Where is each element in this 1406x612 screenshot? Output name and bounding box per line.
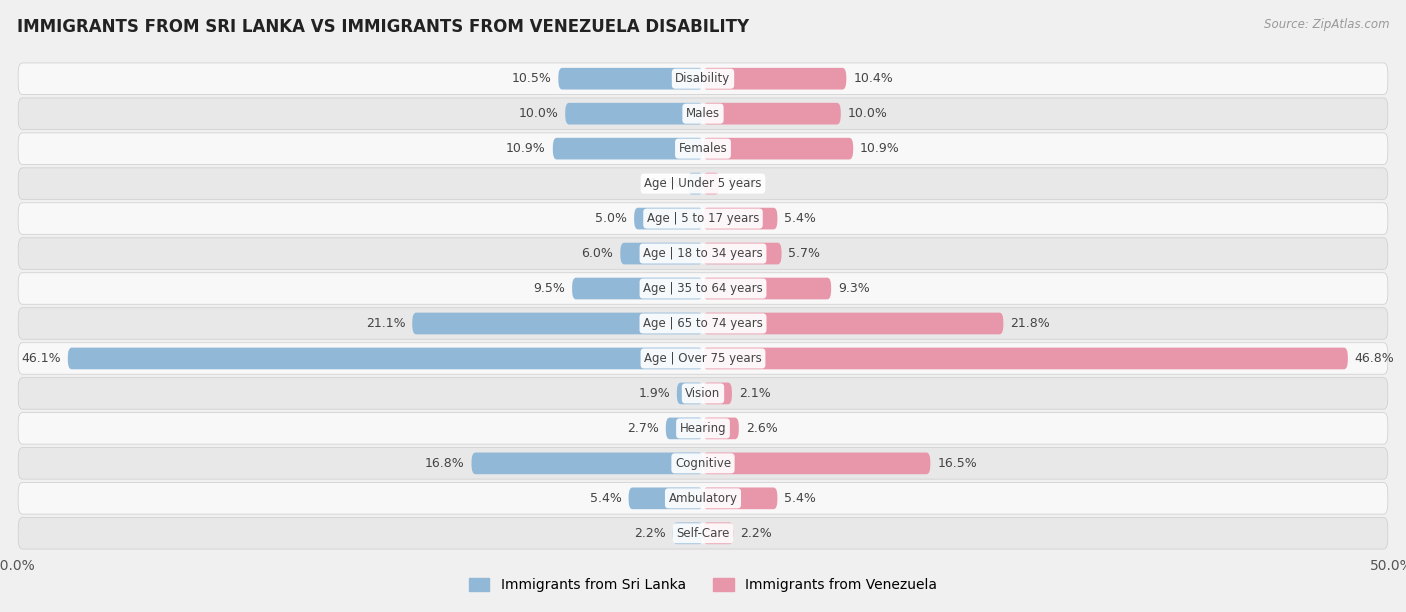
- Text: 10.5%: 10.5%: [512, 72, 551, 85]
- FancyBboxPatch shape: [703, 382, 733, 405]
- Text: 2.6%: 2.6%: [745, 422, 778, 435]
- Text: 10.9%: 10.9%: [506, 142, 546, 155]
- FancyBboxPatch shape: [703, 173, 720, 195]
- Legend: Immigrants from Sri Lanka, Immigrants from Venezuela: Immigrants from Sri Lanka, Immigrants fr…: [463, 573, 943, 598]
- FancyBboxPatch shape: [553, 138, 703, 160]
- FancyBboxPatch shape: [703, 68, 846, 89]
- FancyBboxPatch shape: [620, 243, 703, 264]
- FancyBboxPatch shape: [672, 523, 703, 544]
- Text: IMMIGRANTS FROM SRI LANKA VS IMMIGRANTS FROM VENEZUELA DISABILITY: IMMIGRANTS FROM SRI LANKA VS IMMIGRANTS …: [17, 18, 749, 36]
- Text: 5.4%: 5.4%: [591, 492, 621, 505]
- Text: 16.8%: 16.8%: [425, 457, 464, 470]
- Text: Disability: Disability: [675, 72, 731, 85]
- FancyBboxPatch shape: [703, 278, 831, 299]
- Text: Age | Over 75 years: Age | Over 75 years: [644, 352, 762, 365]
- FancyBboxPatch shape: [703, 103, 841, 124]
- Text: 1.1%: 1.1%: [650, 177, 681, 190]
- FancyBboxPatch shape: [18, 378, 1388, 409]
- FancyBboxPatch shape: [703, 523, 734, 544]
- Text: 1.2%: 1.2%: [727, 177, 758, 190]
- FancyBboxPatch shape: [703, 313, 1004, 334]
- FancyBboxPatch shape: [703, 207, 778, 230]
- Text: Self-Care: Self-Care: [676, 527, 730, 540]
- FancyBboxPatch shape: [676, 382, 703, 405]
- FancyBboxPatch shape: [565, 103, 703, 124]
- Text: 5.0%: 5.0%: [595, 212, 627, 225]
- Text: 5.7%: 5.7%: [789, 247, 821, 260]
- Text: Vision: Vision: [685, 387, 721, 400]
- FancyBboxPatch shape: [18, 133, 1388, 165]
- FancyBboxPatch shape: [18, 273, 1388, 304]
- FancyBboxPatch shape: [703, 243, 782, 264]
- Text: Age | 35 to 64 years: Age | 35 to 64 years: [643, 282, 763, 295]
- FancyBboxPatch shape: [18, 412, 1388, 444]
- Text: 2.7%: 2.7%: [627, 422, 659, 435]
- Text: Age | Under 5 years: Age | Under 5 years: [644, 177, 762, 190]
- FancyBboxPatch shape: [703, 488, 778, 509]
- Text: 5.4%: 5.4%: [785, 212, 815, 225]
- Text: Females: Females: [679, 142, 727, 155]
- FancyBboxPatch shape: [572, 278, 703, 299]
- Text: 10.0%: 10.0%: [519, 107, 558, 120]
- Text: Ambulatory: Ambulatory: [668, 492, 738, 505]
- Text: 16.5%: 16.5%: [938, 457, 977, 470]
- FancyBboxPatch shape: [412, 313, 703, 334]
- FancyBboxPatch shape: [18, 168, 1388, 200]
- FancyBboxPatch shape: [703, 138, 853, 160]
- Text: 9.3%: 9.3%: [838, 282, 870, 295]
- FancyBboxPatch shape: [703, 417, 738, 439]
- Text: 2.2%: 2.2%: [634, 527, 666, 540]
- FancyBboxPatch shape: [628, 488, 703, 509]
- FancyBboxPatch shape: [471, 452, 703, 474]
- FancyBboxPatch shape: [703, 452, 931, 474]
- FancyBboxPatch shape: [18, 98, 1388, 129]
- Text: 2.2%: 2.2%: [740, 527, 772, 540]
- Text: 9.5%: 9.5%: [533, 282, 565, 295]
- FancyBboxPatch shape: [558, 68, 703, 89]
- Text: Cognitive: Cognitive: [675, 457, 731, 470]
- FancyBboxPatch shape: [688, 173, 703, 195]
- Text: Hearing: Hearing: [679, 422, 727, 435]
- FancyBboxPatch shape: [67, 348, 703, 369]
- Text: 46.8%: 46.8%: [1355, 352, 1395, 365]
- FancyBboxPatch shape: [18, 343, 1388, 374]
- Text: 21.1%: 21.1%: [366, 317, 405, 330]
- FancyBboxPatch shape: [18, 518, 1388, 549]
- FancyBboxPatch shape: [18, 447, 1388, 479]
- Text: 6.0%: 6.0%: [582, 247, 613, 260]
- Text: 10.9%: 10.9%: [860, 142, 900, 155]
- Text: 2.1%: 2.1%: [738, 387, 770, 400]
- Text: 21.8%: 21.8%: [1011, 317, 1050, 330]
- Text: 10.4%: 10.4%: [853, 72, 893, 85]
- FancyBboxPatch shape: [18, 238, 1388, 269]
- Text: Age | 18 to 34 years: Age | 18 to 34 years: [643, 247, 763, 260]
- Text: Age | 65 to 74 years: Age | 65 to 74 years: [643, 317, 763, 330]
- Text: 5.4%: 5.4%: [785, 492, 815, 505]
- FancyBboxPatch shape: [703, 348, 1348, 369]
- FancyBboxPatch shape: [18, 483, 1388, 514]
- Text: Males: Males: [686, 107, 720, 120]
- Text: Source: ZipAtlas.com: Source: ZipAtlas.com: [1264, 18, 1389, 31]
- FancyBboxPatch shape: [18, 203, 1388, 234]
- Text: 10.0%: 10.0%: [848, 107, 887, 120]
- FancyBboxPatch shape: [666, 417, 703, 439]
- Text: 1.9%: 1.9%: [638, 387, 669, 400]
- Text: 46.1%: 46.1%: [21, 352, 60, 365]
- FancyBboxPatch shape: [634, 207, 703, 230]
- FancyBboxPatch shape: [18, 63, 1388, 94]
- FancyBboxPatch shape: [18, 308, 1388, 339]
- Text: Age | 5 to 17 years: Age | 5 to 17 years: [647, 212, 759, 225]
